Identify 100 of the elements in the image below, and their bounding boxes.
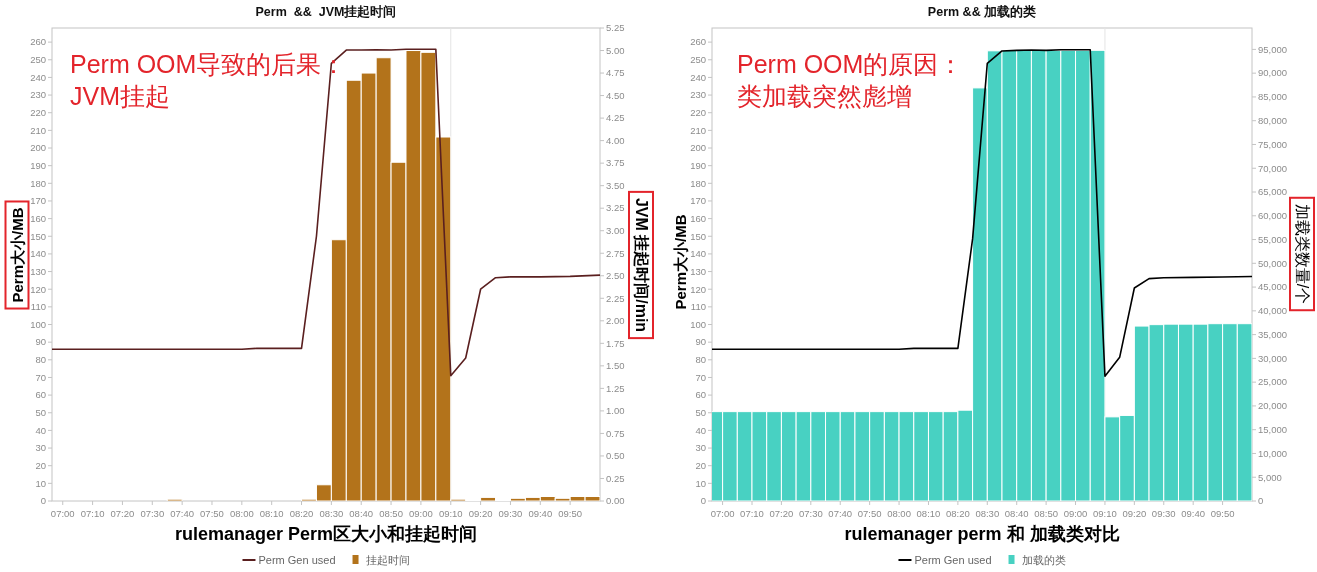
y2-axis-title: 加载类数量/个 [1293,203,1311,305]
y2-tick-label: 90,000 [1258,67,1288,79]
y-tick-label: 210 [690,124,706,136]
y2-tick-label: 15,000 [1258,423,1288,435]
y-tick-label: 160 [690,212,706,224]
x-tick-label: 07:30 [798,508,823,519]
y-axis-title: Perm大小/MB [671,214,689,310]
y2-tick-label: 2.50 [606,270,625,282]
y2-tick-label: 3.50 [606,179,625,191]
y-tick-label: 150 [690,230,706,242]
y2-tick-label: 75,000 [1258,138,1288,150]
y2-tick-label: 45,000 [1258,281,1288,293]
y2-tick-label: 1.00 [606,405,625,417]
y2-tick-label: 95,000 [1258,43,1288,55]
y-tick-label: 240 [30,71,46,83]
x-axis-title: rulemanager perm 和 加载类对比 [844,524,1120,544]
x-tick-label: 07:20 [110,508,135,519]
annotation: Perm OOM的原因： [737,50,964,78]
x-tick-label: 08:20 [289,508,314,519]
x-tick-label: 08:50 [1034,508,1058,519]
y-tick-label: 110 [690,301,706,313]
y-tick-label: 90 [35,336,46,348]
y-tick-label: 140 [690,248,706,260]
y2-tick-label: 3.75 [606,157,625,169]
y-tick-label: 190 [690,159,706,171]
y-tick-label: 250 [30,54,46,66]
y2-tick-label: 0.75 [606,427,625,439]
annotation: Perm OOM导致的后果： [70,50,347,78]
y-tick-label: 140 [30,248,46,260]
y2-tick-label: 25,000 [1258,376,1288,388]
y-tick-label: 10 [35,477,46,489]
y-tick-label: 10 [695,477,706,489]
y2-tick-label: 40,000 [1258,305,1288,317]
y-tick-label: 90 [695,336,706,348]
y2-tick-label: 60,000 [1258,210,1288,222]
x-axis-title: rulemanager Perm区大小和挂起时间 [174,524,478,544]
y2-tick-label: 3.00 [606,225,625,237]
y-tick-label: 170 [30,195,46,207]
y2-tick-label: 0.00 [606,495,625,507]
y-tick-label: 220 [690,107,706,119]
x-tick-label: 09:30 [498,508,523,519]
y2-tick-label: 4.25 [606,112,625,124]
y2-tick-label: 55,000 [1258,233,1288,245]
legend-label: 挂起时间 [365,554,410,566]
y-tick-label: 70 [695,371,706,383]
y-tick-label: 180 [690,177,706,189]
x-tick-label: 08:50 [379,508,403,519]
x-tick-label: 07:00 [710,508,735,519]
y2-tick-label: 5,000 [1258,471,1282,483]
y-tick-label: 130 [30,265,46,277]
y2-tick-label: 5.25 [606,22,625,34]
x-tick-label: 08:40 [1004,508,1029,519]
y2-tick-label: 1.75 [606,337,625,349]
x-tick-label: 09:50 [1210,508,1235,519]
x-tick-label: 09:40 [528,508,553,519]
y2-tick-label: 80,000 [1258,115,1288,126]
y-tick-label: 260 [690,36,706,48]
x-tick-label: 08:30 [319,508,344,519]
y-tick-label: 80 [35,354,46,366]
y2-tick-label: 0.25 [606,472,625,484]
y-tick-label: 240 [690,71,706,83]
y2-tick-label: 30,000 [1258,352,1288,364]
y-tick-label: 20 [695,460,706,471]
y2-tick-label: 2.75 [606,247,625,259]
y2-tick-label: 50,000 [1258,257,1288,269]
x-tick-label: 08:00 [229,508,254,519]
y-tick-label: 110 [30,301,46,313]
x-tick-label: 09:10 [1093,508,1117,519]
x-tick-label: 07:40 [170,508,195,519]
y-tick-label: 250 [690,54,706,66]
x-tick-label: 09:20 [1122,508,1147,519]
legend-label: Perm Gen used [258,554,336,566]
x-tick-label: 07:30 [140,508,165,519]
x-tick-label: 07:40 [828,508,853,519]
x-tick-label: 07:10 [80,508,105,519]
legend-label: Perm Gen used [914,554,992,566]
y-tick-label: 210 [30,124,46,136]
x-tick-label: 09:40 [1181,508,1206,519]
y-tick-label: 220 [30,107,46,119]
y-tick-label: 80 [695,354,706,366]
y-tick-label: 0 [40,495,46,507]
annotation: JVM挂起 [70,82,170,110]
x-tick-label: 08:10 [259,508,284,519]
y-tick-label: 100 [30,318,46,330]
x-tick-label: 08:00 [887,508,911,519]
y2-tick-label: 65,000 [1258,186,1288,198]
x-tick-label: 07:10 [740,508,764,519]
y-tick-label: 230 [30,89,46,101]
x-tick-label: 07:00 [50,508,75,519]
y-tick-label: 60 [695,389,706,401]
y-tick-label: 30 [35,442,46,454]
y2-tick-label: 2.25 [606,292,625,304]
y2-tick-label: 85,000 [1258,91,1288,103]
y-tick-label: 190 [30,159,46,171]
y-tick-label: 50 [35,407,46,419]
y-tick-label: 20 [35,460,46,471]
y2-tick-label: 20,000 [1258,400,1288,412]
y-axis-title: Perm大小/MB [8,207,26,303]
annotation: 类加载突然彪增 [737,82,912,110]
y2-tick-label: 4.50 [606,89,625,101]
